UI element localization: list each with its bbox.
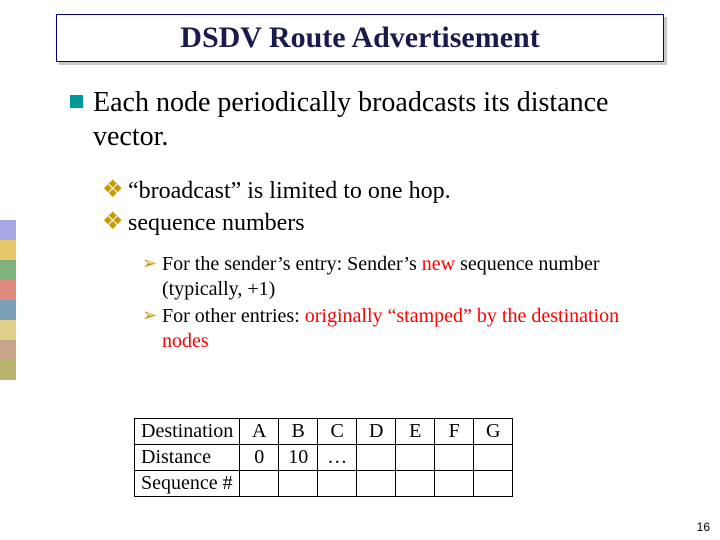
bullet-l2-text: “broadcast” is limited to one hop. bbox=[128, 176, 451, 206]
table-cell: … bbox=[318, 445, 357, 471]
routing-table-wrap: Destination A B C D E F G Distance 0 10 … bbox=[134, 418, 513, 497]
diamond-bullet-icon: ❖ bbox=[102, 176, 128, 205]
l3-pre: For other entries: bbox=[162, 305, 305, 327]
bullet-level2: ❖ “broadcast” is limited to one hop. bbox=[102, 176, 670, 206]
table-cell bbox=[396, 445, 435, 471]
slide-body: Each node periodically broadcasts its di… bbox=[70, 86, 670, 356]
bullet-l1-text: Each node periodically broadcasts its di… bbox=[93, 86, 670, 154]
table-cell: D bbox=[357, 419, 396, 445]
routing-table: Destination A B C D E F G Distance 0 10 … bbox=[134, 418, 513, 497]
bullet-level3-group: ➢ For the sender’s entry: Sender’s new s… bbox=[142, 252, 670, 354]
bullet-level1: Each node periodically broadcasts its di… bbox=[70, 86, 670, 154]
bullet-level2: ❖ sequence numbers bbox=[102, 208, 670, 238]
page-number: 16 bbox=[697, 520, 710, 534]
table-cell bbox=[318, 471, 357, 497]
slide-title: DSDV Route Advertisement bbox=[180, 21, 539, 55]
row-label: Distance bbox=[135, 445, 240, 471]
bullet-l2-text: sequence numbers bbox=[128, 208, 305, 238]
bullet-level3: ➢ For other entries: originally “stamped… bbox=[142, 304, 670, 354]
bullet-l3-text: For other entries: originally “stamped” … bbox=[162, 304, 670, 354]
table-cell: E bbox=[396, 419, 435, 445]
table-cell bbox=[435, 445, 474, 471]
table-cell: C bbox=[318, 419, 357, 445]
square-bullet-icon bbox=[70, 95, 83, 108]
l3-pre: For the sender’s entry: Sender’s bbox=[162, 253, 422, 275]
row-label: Destination bbox=[135, 419, 240, 445]
table-cell: A bbox=[240, 419, 279, 445]
table-cell bbox=[357, 471, 396, 497]
table-cell bbox=[396, 471, 435, 497]
table-cell bbox=[474, 471, 513, 497]
l3-accent: new bbox=[422, 253, 455, 275]
table-cell bbox=[435, 471, 474, 497]
table-cell: 0 bbox=[240, 445, 279, 471]
table-row: Distance 0 10 … bbox=[135, 445, 513, 471]
left-color-stripe bbox=[0, 220, 16, 380]
table-cell bbox=[240, 471, 279, 497]
table-cell: F bbox=[435, 419, 474, 445]
table-cell bbox=[474, 445, 513, 471]
bullet-level2-group: ❖ “broadcast” is limited to one hop. ❖ s… bbox=[102, 176, 670, 238]
row-label: Sequence # bbox=[135, 471, 240, 497]
table-cell bbox=[357, 445, 396, 471]
diamond-bullet-icon: ❖ bbox=[102, 208, 128, 237]
arrow-bullet-icon: ➢ bbox=[142, 304, 162, 327]
table-cell: 10 bbox=[279, 445, 318, 471]
table-row: Sequence # bbox=[135, 471, 513, 497]
table-row: Destination A B C D E F G bbox=[135, 419, 513, 445]
slide-title-box: DSDV Route Advertisement bbox=[56, 14, 664, 62]
bullet-level3: ➢ For the sender’s entry: Sender’s new s… bbox=[142, 252, 670, 302]
table-cell bbox=[279, 471, 318, 497]
arrow-bullet-icon: ➢ bbox=[142, 252, 162, 275]
bullet-l3-text: For the sender’s entry: Sender’s new seq… bbox=[162, 252, 670, 302]
table-cell: B bbox=[279, 419, 318, 445]
table-cell: G bbox=[474, 419, 513, 445]
